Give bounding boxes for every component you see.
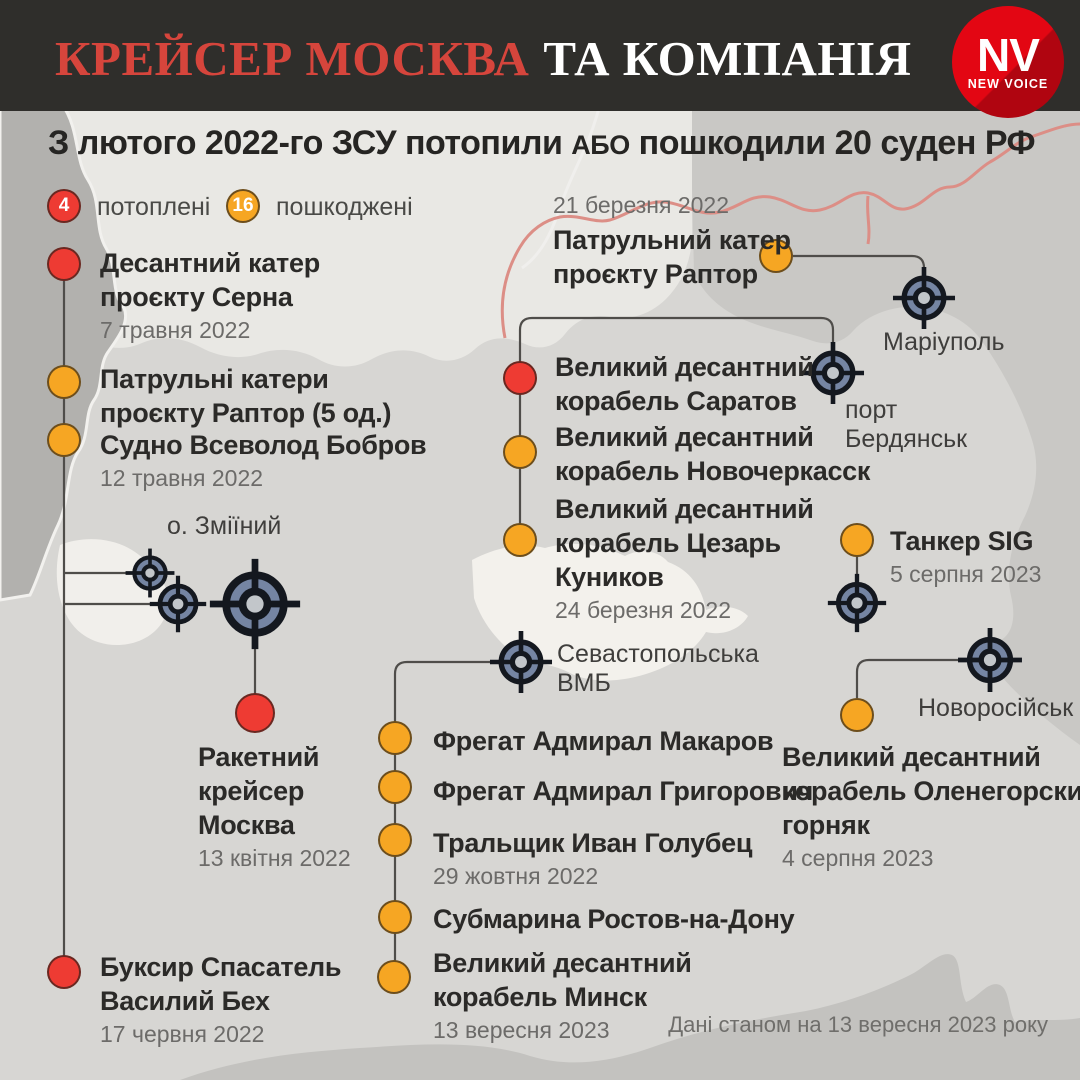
status-dot-damaged bbox=[840, 523, 874, 557]
status-dot-sunk bbox=[47, 955, 81, 989]
header-bar: КРЕЙСЕР МОСКВА ТА КОМПАНІЯ bbox=[0, 0, 1080, 111]
ship-name: Великий десантний корабель Новочеркасск bbox=[555, 422, 871, 486]
land-west bbox=[0, 98, 127, 602]
connector-sevastopol-column bbox=[393, 660, 500, 977]
status-dot-sunk bbox=[235, 693, 275, 733]
ship-entry: Великий десантний корабель Минск 13 вере… bbox=[433, 946, 733, 1044]
place-label-mariupol: Маріуполь bbox=[883, 328, 1005, 356]
status-dot-damaged bbox=[47, 365, 81, 399]
target-icon-moskva bbox=[210, 559, 300, 649]
ship-name: Великий десантний корабель Цезарь Кунико… bbox=[555, 494, 814, 592]
ship-entry: Великий десантний корабель Саратов bbox=[555, 350, 855, 418]
status-dot-damaged bbox=[378, 770, 412, 804]
legend-damaged-label: пошкоджені bbox=[276, 193, 413, 221]
subtitle-or: або bbox=[571, 130, 630, 160]
status-dot-sunk bbox=[503, 361, 537, 395]
title-rest: ТА КОМПАНІЯ bbox=[543, 31, 912, 86]
ship-name: Великий десантний корабель Оленегорский … bbox=[782, 742, 1080, 840]
nv-logo-name: NEW VOICE bbox=[967, 77, 1049, 91]
ship-entry: Фрегат Адмирал Григорович bbox=[433, 774, 863, 808]
status-dot-damaged bbox=[47, 423, 81, 457]
land-south bbox=[180, 954, 1080, 1080]
connector-novorossiysk bbox=[855, 658, 966, 698]
target-icon-sevastopol bbox=[490, 631, 552, 693]
connector-berdiansk-column bbox=[518, 316, 835, 540]
ship-date: 4 серпня 2023 bbox=[782, 845, 934, 871]
ship-name: Буксир Спасатель Василий Бех bbox=[100, 952, 342, 1016]
nv-logo: NV NEW VOICE bbox=[952, 6, 1064, 118]
ship-entry: 21 березня 2022 Патрульний катер проєкту… bbox=[553, 192, 863, 291]
place-label-sevastopol: Севастопольська ВМБ bbox=[557, 640, 759, 697]
data-as-of-note: Дані станом на 13 вересня 2023 року bbox=[668, 1012, 1048, 1037]
place-label-novorossiysk: Новоросійськ bbox=[918, 694, 1074, 722]
status-dot-damaged bbox=[840, 698, 874, 732]
ship-date: 7 травня 2022 bbox=[100, 317, 251, 343]
ship-name: Патрульний катер проєкту Раптор bbox=[553, 225, 791, 289]
ship-name: Патрульні катери проєкту Раптор (5 од.) bbox=[100, 364, 392, 428]
ship-entry: Десантний катер проєкту Серна 7 травня 2… bbox=[100, 246, 380, 344]
ship-name: Великий десантний корабель Минск bbox=[433, 948, 692, 1012]
ship-entry: Великий десантний корабель Новочеркасск bbox=[555, 420, 900, 488]
ship-date: 17 червня 2022 bbox=[100, 1021, 265, 1047]
ship-date: 13 квітня 2022 bbox=[198, 845, 351, 871]
status-dot-damaged bbox=[378, 823, 412, 857]
ship-date: 29 жовтня 2022 bbox=[433, 863, 599, 889]
ship-name: Фрегат Адмирал Григорович bbox=[433, 776, 814, 806]
ship-name: Ракетний крейсер Москва bbox=[198, 742, 320, 840]
ship-entry: Ракетний крейсер Москва 13 квітня 2022 bbox=[198, 740, 351, 872]
status-dot-damaged bbox=[503, 523, 537, 557]
legend-sunk-count: 4 bbox=[58, 195, 70, 216]
ship-name: Судно Всеволод Бобров bbox=[100, 430, 427, 460]
legend-damaged-dot: 16 bbox=[226, 189, 260, 223]
ship-entry: Буксир Спасатель Василий Бех 17 червня 2… bbox=[100, 950, 400, 1048]
place-label-zmiinyi: о. Зміїний bbox=[167, 512, 282, 540]
subtitle-part1: З лютого 2022-го ЗСУ потопили bbox=[48, 124, 563, 162]
ship-date: 24 березня 2022 bbox=[555, 597, 732, 623]
place-label-berdiansk: порт Бердянськ bbox=[845, 396, 968, 453]
ship-date: 5 серпня 2023 bbox=[890, 561, 1042, 587]
ship-date: 13 вересня 2023 bbox=[433, 1017, 610, 1043]
ship-entry: Великий десантний корабель Оленегорский … bbox=[782, 740, 1080, 872]
ship-entry: Танкер SIG 5 серпня 2023 bbox=[890, 524, 1080, 588]
ship-entry: Тральщик Иван Голубец 29 жовтня 2022 bbox=[433, 826, 833, 890]
ship-name: Фрегат Адмирал Макаров bbox=[433, 726, 774, 756]
ship-entry: Фрегат Адмирал Макаров bbox=[433, 724, 833, 758]
title-accent: КРЕЙСЕР МОСКВА bbox=[55, 31, 530, 86]
legend-sunk-dot: 4 bbox=[47, 189, 81, 223]
ship-entry: Субмарина Ростов-на-Дону bbox=[433, 902, 863, 936]
status-dot-sunk bbox=[47, 247, 81, 281]
ship-entry: Великий десантний корабель Цезарь Кунико… bbox=[555, 492, 855, 624]
border-line-branch bbox=[866, 195, 871, 245]
ship-date: 21 березня 2022 bbox=[553, 192, 730, 218]
status-dot-damaged bbox=[759, 239, 793, 273]
ship-name: Танкер SIG bbox=[890, 526, 1034, 556]
ship-name: Десантний катер проєкту Серна bbox=[100, 248, 320, 312]
legend-damaged-count: 16 bbox=[232, 195, 254, 216]
status-dot-damaged bbox=[377, 960, 411, 994]
crimea-peninsula bbox=[472, 543, 748, 681]
ship-name: Тральщик Иван Голубец bbox=[433, 828, 753, 858]
target-icon-mariupol bbox=[893, 267, 955, 329]
ship-date: 12 травня 2022 bbox=[100, 465, 264, 491]
ship-name: Субмарина Ростов-на-Дону bbox=[433, 904, 795, 934]
ship-name: Великий десантний корабель Саратов bbox=[555, 352, 814, 416]
legend-sunk-label: потоплені bbox=[97, 193, 211, 221]
status-dot-damaged bbox=[378, 900, 412, 934]
ship-entry: Судно Всеволод Бобров 12 травня 2022 bbox=[100, 428, 440, 492]
river-line bbox=[521, 103, 602, 270]
nv-logo-initials: NV bbox=[977, 29, 1040, 81]
land-north bbox=[0, 100, 692, 367]
status-dot-damaged bbox=[503, 435, 537, 469]
target-icon-novorossiysk bbox=[958, 628, 1022, 692]
ship-entry: Патрульні катери проєкту Раптор (5 од.) bbox=[100, 362, 410, 430]
subtitle-part2: пошкодили 20 суден РФ bbox=[638, 124, 1036, 162]
subtitle: З лютого 2022-го ЗСУ потопили або пошкод… bbox=[48, 124, 1058, 163]
status-dot-damaged bbox=[378, 721, 412, 755]
page-title: КРЕЙСЕР МОСКВА ТА КОМПАНІЯ bbox=[55, 30, 912, 87]
border-line bbox=[500, 122, 1080, 339]
